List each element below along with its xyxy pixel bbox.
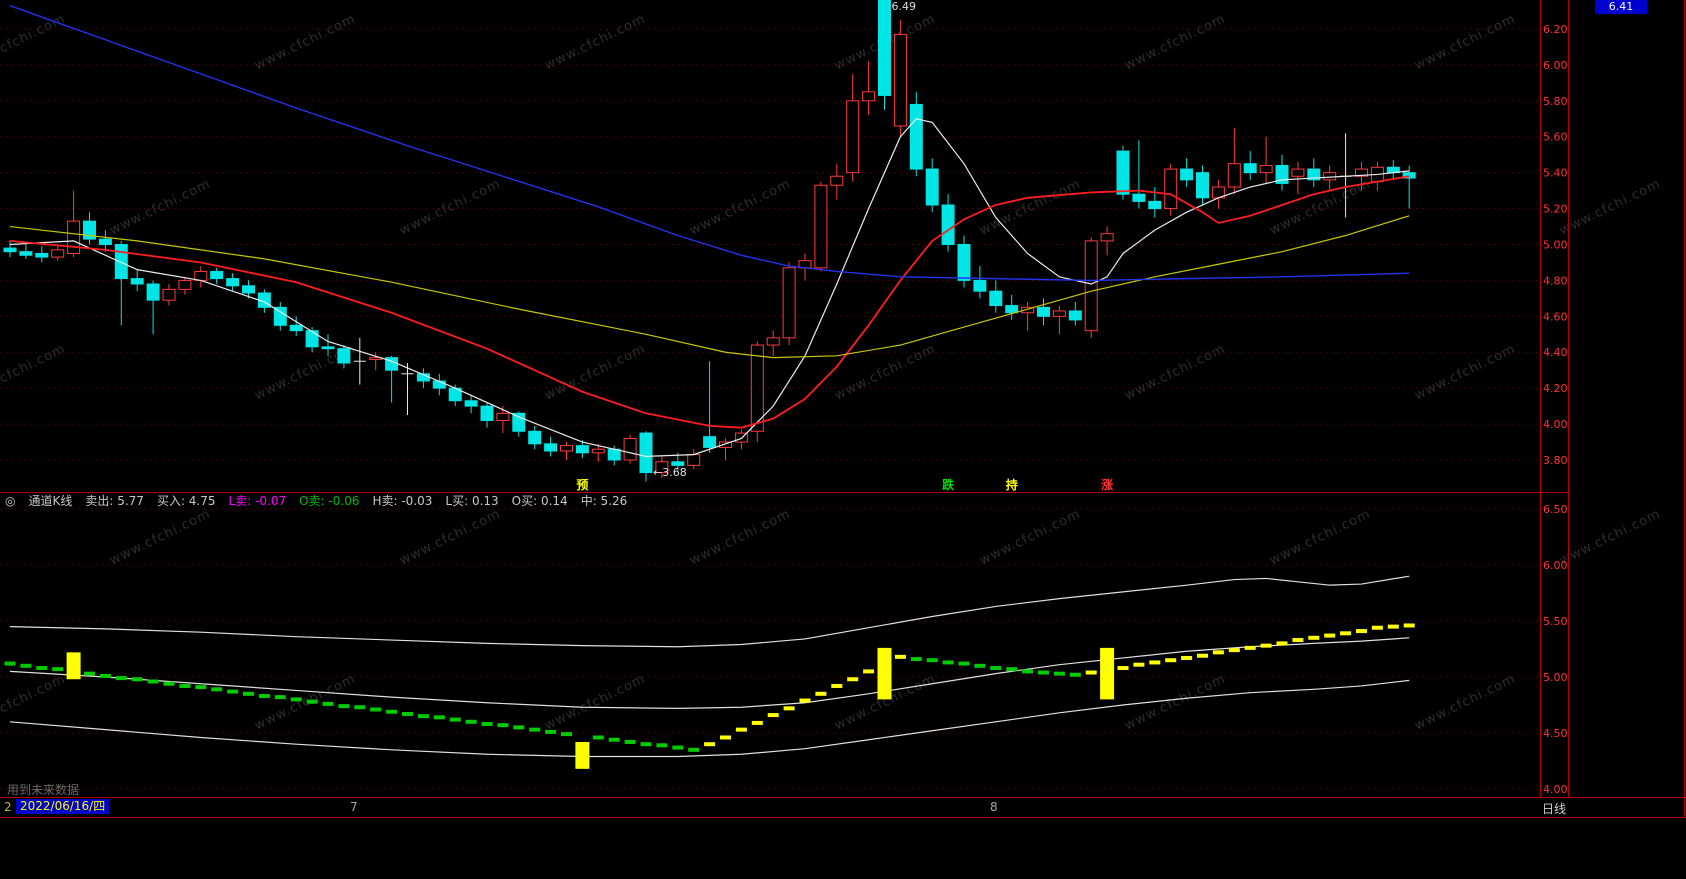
price-annotations: 6.49 ←3.68 <box>653 0 916 479</box>
svg-text:3.80: 3.80 <box>1543 454 1568 467</box>
indicator-field: 中: 5.26 <box>580 494 628 508</box>
channel-lines <box>9 575 1410 758</box>
indicator-field: O买: 0.14 <box>511 494 568 508</box>
svg-text:涨: 涨 <box>1101 477 1113 492</box>
truncated-label: 2 <box>4 800 12 814</box>
panel-borders <box>0 0 1686 818</box>
svg-text:持: 持 <box>1006 477 1018 492</box>
svg-text:5.20: 5.20 <box>1543 203 1568 216</box>
svg-text:4.40: 4.40 <box>1543 346 1568 359</box>
svg-text:6.00: 6.00 <box>1543 559 1568 572</box>
svg-text:6.00: 6.00 <box>1543 59 1568 72</box>
event-markers: 预跌持涨 <box>576 477 1113 492</box>
svg-text:4.80: 4.80 <box>1543 274 1568 287</box>
svg-text:5.40: 5.40 <box>1543 167 1568 180</box>
svg-text:预: 预 <box>576 478 588 492</box>
indicator-field: 卖出: 5.77 <box>85 494 144 508</box>
ma-lines <box>9 4 1410 458</box>
svg-text:跌: 跌 <box>942 477 955 492</box>
indicator-field: 买入: 4.75 <box>156 494 216 508</box>
candles-series <box>3 0 1416 482</box>
indicator-field: H卖: -0.03 <box>372 494 433 508</box>
cursor-price-badge: 6.41 <box>1595 0 1647 14</box>
grid-lines <box>0 28 1540 790</box>
future-data-warning: 用到未来数据 <box>7 783 80 797</box>
channel-kline-dashes <box>4 623 1415 752</box>
svg-text:5.00: 5.00 <box>1543 671 1568 684</box>
svg-text:5.60: 5.60 <box>1543 131 1568 144</box>
svg-text:6.49: 6.49 <box>892 0 917 13</box>
indicator-field: L卖: -0.07 <box>228 494 287 508</box>
month-tick: 8 <box>990 800 998 814</box>
indicator-title: 通道K线 <box>28 494 73 508</box>
month-tick: 7 <box>350 800 358 814</box>
svg-text:4.00: 4.00 <box>1543 418 1568 431</box>
price-axis: 6.20 6.00 5.80 5.60 5.40 5.20 5.00 4.80 4.60 4.40… <box>1543 23 1568 796</box>
svg-text:5.80: 5.80 <box>1543 95 1568 108</box>
indicator-field: L买: 0.13 <box>445 494 499 508</box>
period-label[interactable]: 日线 <box>1542 802 1567 816</box>
svg-text:6.20: 6.20 <box>1543 23 1568 36</box>
collapse-indicator-icon[interactable]: ◎ <box>5 493 16 508</box>
indicator-field: O卖: -0.06 <box>299 494 360 508</box>
svg-text:4.60: 4.60 <box>1543 310 1568 323</box>
date-label: 2022/06/16/四 <box>16 799 110 814</box>
signal-bars <box>66 647 1115 769</box>
svg-text:←3.68: ←3.68 <box>653 466 687 479</box>
svg-text:4.50: 4.50 <box>1543 727 1568 740</box>
svg-text:5.00: 5.00 <box>1543 238 1568 251</box>
svg-text:4.00: 4.00 <box>1543 783 1568 796</box>
svg-text:5.50: 5.50 <box>1543 615 1568 628</box>
indicator-bar: ◎ 通道K线 卖出: 5.77 买入: 4.75 L卖: -0.07 O卖: -0.06… <box>5 493 628 509</box>
svg-text:4.20: 4.20 <box>1543 382 1568 395</box>
svg-text:6.50: 6.50 <box>1543 503 1568 516</box>
